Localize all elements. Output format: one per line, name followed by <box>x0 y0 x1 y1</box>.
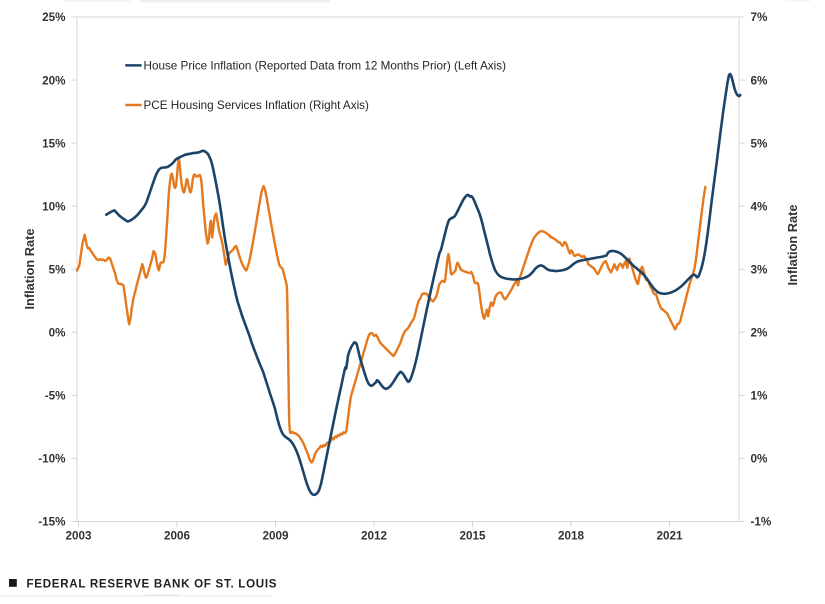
svg-text:1%: 1% <box>751 390 769 403</box>
svg-text:5%: 5% <box>751 137 769 150</box>
svg-text:6%: 6% <box>751 74 769 87</box>
svg-text:0%: 0% <box>751 453 769 466</box>
svg-text:2009: 2009 <box>262 530 289 543</box>
svg-text:House Price Inflation (Reporte: House Price Inflation (Reported Data fro… <box>144 60 507 73</box>
svg-text:2018: 2018 <box>558 530 585 543</box>
svg-text:-1%: -1% <box>751 516 772 529</box>
svg-text:Inflation Rate: Inflation Rate <box>785 204 800 285</box>
svg-text:3%: 3% <box>751 263 769 276</box>
svg-text:PCE Housing Services Inflation: PCE Housing Services Inflation (Right Ax… <box>144 99 370 112</box>
svg-text:FEDERAL RESERVE BANK OF ST. LO: FEDERAL RESERVE BANK OF ST. LOUIS <box>27 578 278 591</box>
svg-text:7%: 7% <box>751 11 769 24</box>
svg-text:2006: 2006 <box>164 530 191 543</box>
svg-text:10%: 10% <box>42 200 66 213</box>
svg-text:2%: 2% <box>751 327 769 340</box>
svg-text:-5%: -5% <box>45 390 66 403</box>
svg-text:5%: 5% <box>49 263 67 276</box>
svg-text:-15%: -15% <box>38 516 66 529</box>
svg-text:4%: 4% <box>751 200 769 213</box>
svg-text:Inflation Rate: Inflation Rate <box>22 228 37 309</box>
svg-text:2021: 2021 <box>656 530 683 543</box>
svg-text:2015: 2015 <box>459 530 486 543</box>
svg-text:-10%: -10% <box>38 453 66 466</box>
svg-text:2012: 2012 <box>361 530 388 543</box>
svg-text:15%: 15% <box>42 137 66 150</box>
svg-text:25%: 25% <box>42 11 66 24</box>
svg-text:2003: 2003 <box>65 530 92 543</box>
svg-text:0%: 0% <box>49 327 67 340</box>
svg-text:20%: 20% <box>42 74 66 87</box>
